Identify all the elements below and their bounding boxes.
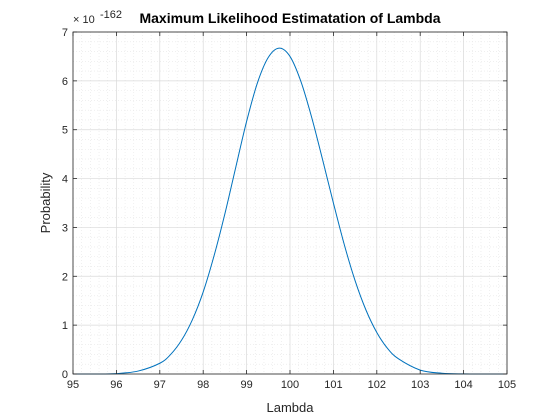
x-tick-label: 103: [411, 379, 429, 391]
x-tick-label: 101: [324, 379, 342, 391]
y-tick-labels: 0 1 2 3 4 5 6 7: [62, 27, 68, 381]
y-tick-label: 1: [62, 320, 68, 332]
ticks: [72, 31, 508, 375]
x-tick-labels: 95 96 97 98 99 100 101 102 103 104 105: [67, 379, 516, 391]
y-tick-label: 6: [62, 76, 68, 88]
y-tick-label: 2: [62, 271, 68, 283]
y-tick-label: 5: [62, 125, 68, 137]
series-layer: [72, 47, 508, 375]
series-line: [72, 47, 508, 375]
x-tick-label: 100: [281, 379, 299, 391]
x-tick-label: 104: [454, 379, 472, 391]
x-axis-label: Lambda: [267, 400, 315, 415]
y-exponent-prefix: × 10: [73, 14, 95, 26]
x-tick-label: 95: [67, 379, 79, 391]
x-tick-label: 99: [240, 379, 252, 391]
y-axis-label: Probability: [38, 172, 53, 233]
x-tick-label: 98: [197, 379, 209, 391]
y-tick-label: 4: [62, 174, 68, 186]
x-tick-label: 102: [368, 379, 386, 391]
y-tick-label: 0: [62, 369, 68, 381]
y-exponent-value: -162: [100, 9, 122, 21]
chart-title: Maximum Likelihood Estimatation of Lambd…: [139, 10, 440, 26]
x-tick-label: 96: [110, 379, 122, 391]
y-tick-label: 7: [62, 27, 68, 39]
x-tick-label: 97: [154, 379, 166, 391]
x-tick-label: 105: [498, 379, 516, 391]
y-tick-label: 3: [62, 222, 68, 234]
